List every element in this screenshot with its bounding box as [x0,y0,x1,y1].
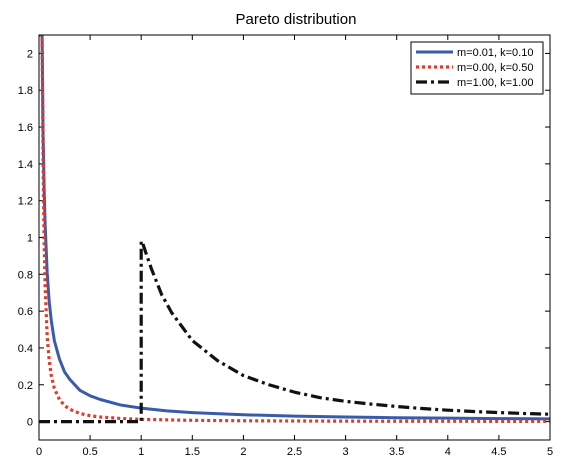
x-tick-label: 0 [36,446,42,458]
y-tick-label: 1 [27,233,33,245]
x-tick-label: 5 [547,446,553,458]
x-tick-label: 3.5 [389,446,404,458]
y-tick-label: 2 [27,48,33,60]
legend-label-2: m=0.00, k=0.50 [457,62,533,74]
y-tick-label: 0.2 [18,380,33,392]
x-tick-label: 3 [343,446,349,458]
x-tick-label: 1 [138,446,144,458]
x-tick-label: 4 [445,446,451,458]
x-tick-label: 2 [240,446,246,458]
y-tick-label: 1.6 [18,122,33,134]
legend-label-1: m=0.01, k=0.10 [457,47,533,59]
chart-title: Pareto distribution [236,11,357,28]
series-line-3 [39,239,550,424]
series-line-2 [39,35,550,423]
x-tick-label: 2.5 [287,446,302,458]
y-tick-label: 1.8 [18,85,33,97]
y-tick-label: 0.4 [18,343,33,355]
plot-frame [38,34,551,441]
y-tick-label: 0 [27,417,33,429]
y-tick-label: 0.6 [18,306,33,318]
legend: m=0.01, k=0.10 m=0.00, k=0.50 m=1.00, k=1.… [410,41,544,95]
y-tick-label: 0.8 [18,269,33,281]
x-tick-label: 0.5 [82,446,97,458]
x-tick-label: 1.5 [185,446,200,458]
series-line-1 [39,35,550,421]
x-tick-label: 4.5 [491,446,506,458]
y-tick-label: 1.4 [18,159,33,171]
y-tick-label: 1.2 [18,196,33,208]
legend-label-3: m=1.00, k=1.00 [457,77,533,89]
